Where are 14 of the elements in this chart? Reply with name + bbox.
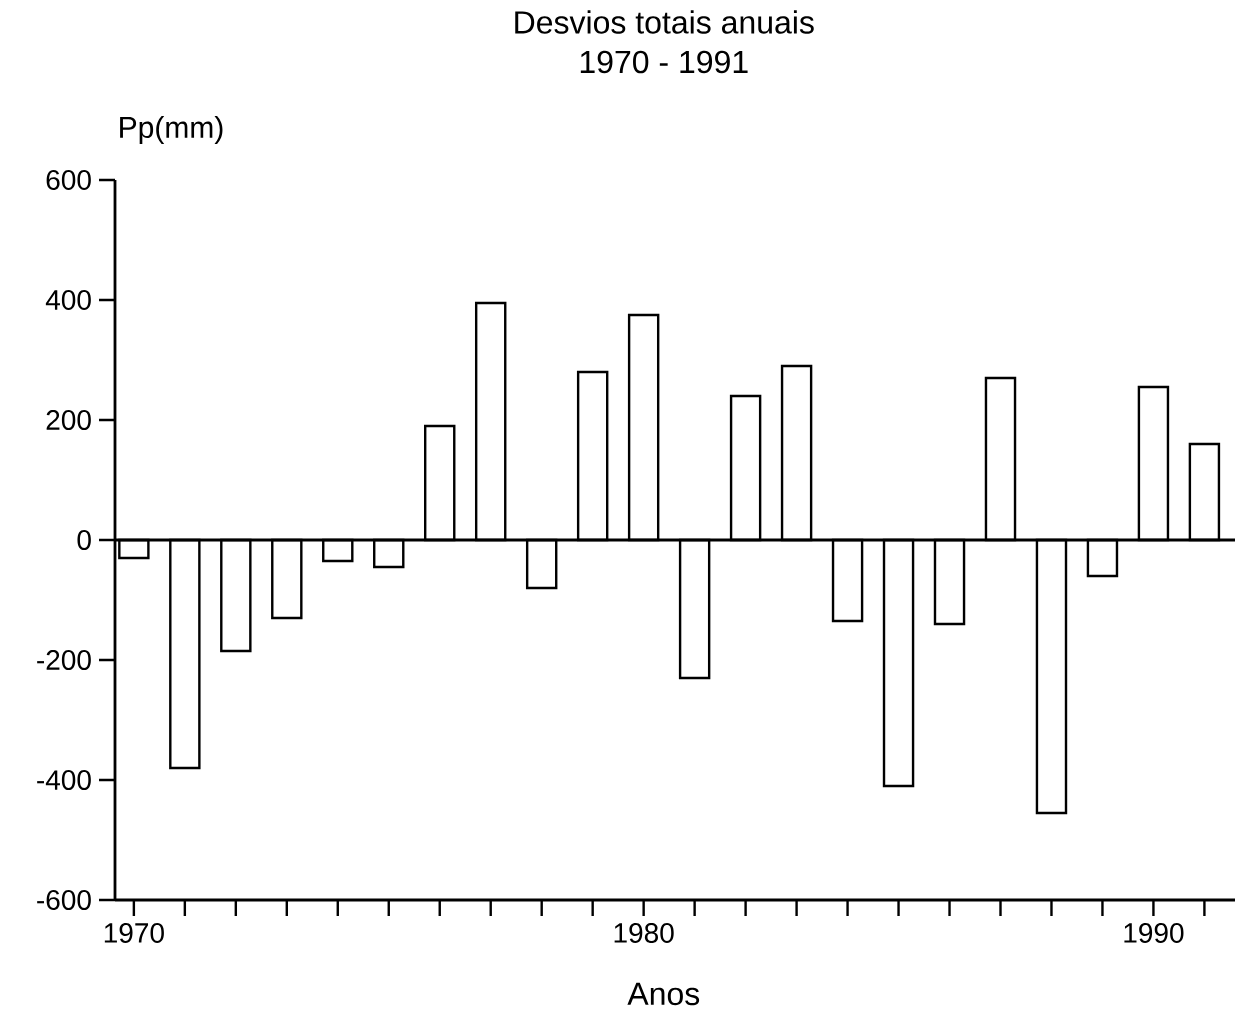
y-tick-label: 200: [46, 410, 91, 430]
y-tick-label: -200: [37, 650, 91, 670]
x-axis-title: Anos: [627, 982, 700, 1006]
chart-subtitle: 1970 - 1991: [580, 50, 748, 74]
x-tick-label: 1980: [614, 923, 674, 943]
y-axis-title: Pp(mm): [120, 116, 223, 144]
y-tick-label: 400: [45, 290, 91, 310]
x-tick-label: 1970: [104, 923, 164, 943]
y-tick-label: -400: [37, 770, 91, 790]
y-tick-label: 0: [77, 530, 91, 550]
y-tick-label: -600: [37, 890, 91, 910]
x-tick-label: 1990: [1124, 923, 1184, 943]
y-tick-label: 600: [46, 170, 91, 190]
chart-title: Desvios totais anuais: [515, 10, 814, 34]
